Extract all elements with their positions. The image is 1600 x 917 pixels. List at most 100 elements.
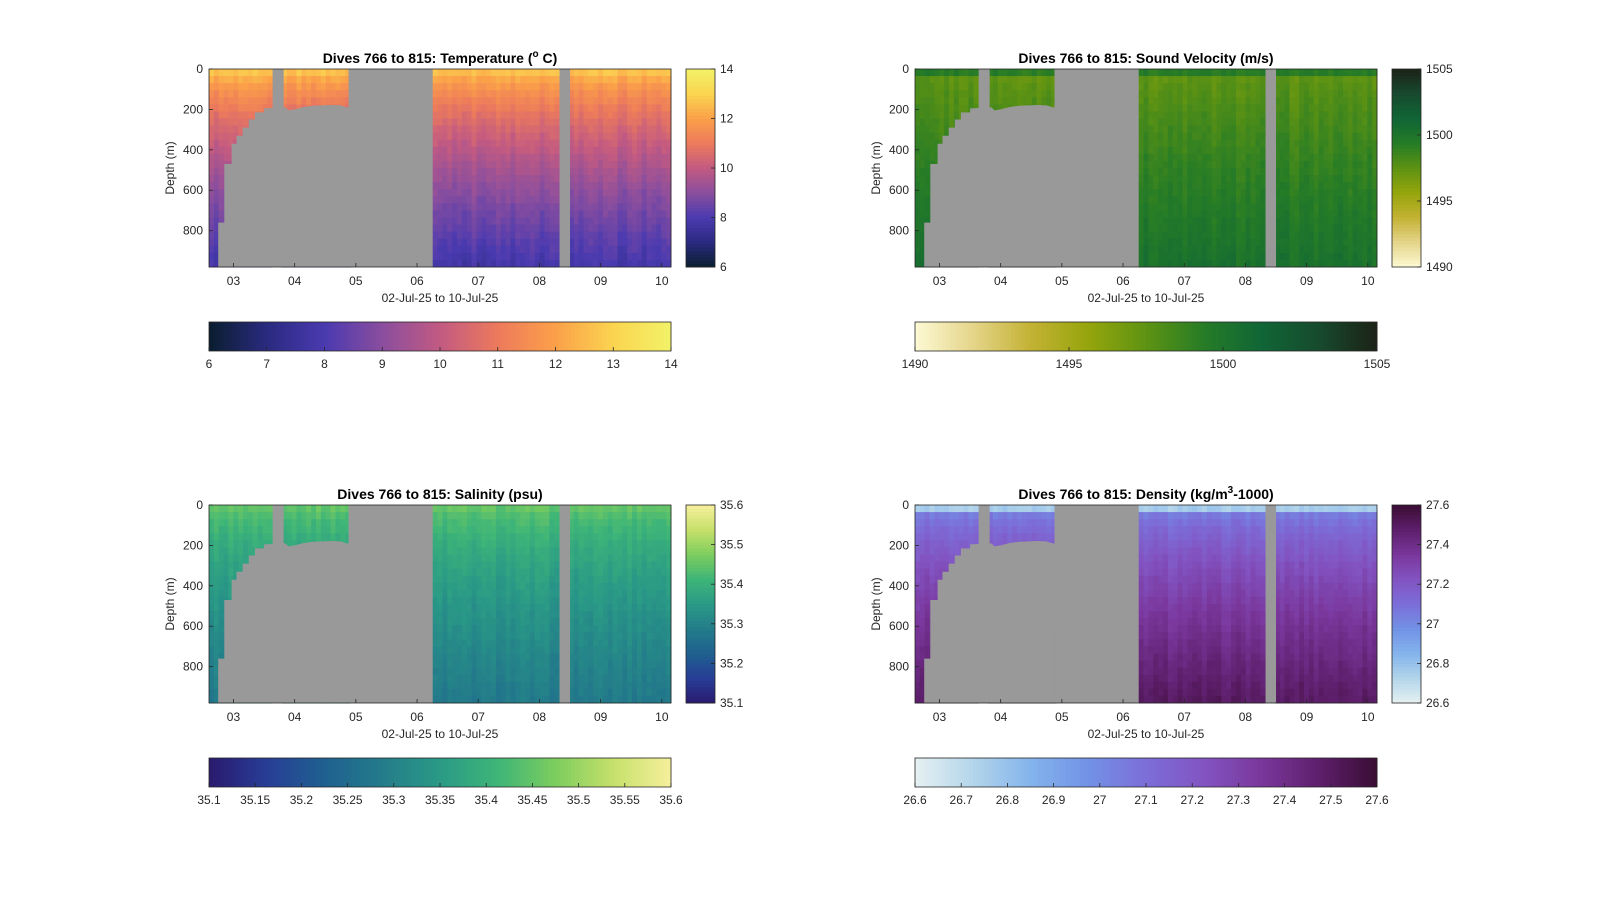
heatmap-cell — [1362, 231, 1368, 240]
heatmap-cell — [651, 168, 657, 176]
heatmap-cell — [651, 111, 657, 119]
heatmap-cell — [461, 224, 468, 233]
heatmap-cell — [1308, 97, 1315, 105]
heatmap-cell — [209, 681, 215, 690]
heatmap-cell — [1041, 90, 1047, 98]
heatmap-cell — [1347, 224, 1354, 233]
colorbar-vertical-segment — [1392, 171, 1421, 176]
y-tick-label: 800 — [183, 224, 203, 238]
heatmap-cell — [1240, 125, 1247, 134]
heatmap-cell — [1187, 104, 1193, 112]
heatmap-cell — [218, 519, 224, 527]
heatmap-cell — [1007, 69, 1013, 77]
heatmap-cell — [583, 153, 589, 162]
heatmap-cell — [500, 210, 507, 218]
heatmap-cell — [1274, 125, 1281, 134]
heatmap-cell — [520, 245, 526, 254]
heatmap-cell — [622, 90, 628, 98]
heatmap-cell — [1221, 76, 1227, 84]
heatmap-cell — [486, 175, 492, 183]
heatmap-cell — [486, 83, 492, 91]
heatmap-cell — [1163, 118, 1169, 126]
heatmap-cell — [515, 83, 521, 91]
heatmap-cell — [939, 104, 945, 112]
heatmap-cell — [593, 76, 599, 84]
heatmap-cell — [602, 252, 609, 261]
heatmap-cell — [457, 97, 463, 105]
heatmap-cell — [617, 175, 623, 183]
heatmap-cell — [515, 217, 521, 225]
heatmap-cell — [452, 160, 458, 169]
heatmap-cell — [1163, 196, 1169, 204]
colorbar-horizontal-segment — [1045, 322, 1051, 351]
heatmap-cell — [1260, 125, 1266, 134]
heatmap-cell — [646, 90, 652, 98]
heatmap-cell — [495, 196, 502, 204]
heatmap-cell — [651, 196, 657, 204]
colorbar-horizontal-segment — [1138, 322, 1143, 351]
heatmap-cell — [500, 153, 507, 162]
heatmap-cell — [534, 160, 541, 169]
heatmap-cell — [1216, 90, 1222, 98]
heatmap-cell — [247, 97, 254, 105]
heatmap-cell — [491, 146, 497, 155]
heatmap-cell — [1260, 238, 1266, 247]
heatmap-cell — [447, 104, 453, 112]
heatmap-cell — [515, 97, 521, 105]
heatmap-cell — [1342, 160, 1349, 169]
heatmap-cell — [1284, 90, 1290, 98]
heatmap-cell — [1333, 69, 1339, 77]
heatmap-cell — [1051, 83, 1057, 91]
heatmap-cell — [641, 69, 648, 77]
heatmap-cell — [228, 547, 234, 555]
heatmap-cell — [632, 182, 638, 190]
heatmap-cell — [238, 111, 244, 119]
heatmap-cell — [661, 97, 667, 105]
heatmap-cell — [944, 76, 950, 84]
heatmap-cell — [1304, 189, 1310, 197]
heatmap-cell — [1255, 139, 1261, 148]
heatmap-cell — [1284, 125, 1290, 134]
heatmap-cell — [598, 203, 604, 211]
heatmap-cell — [1289, 252, 1295, 261]
colorbar-horizontal-segment — [1353, 322, 1359, 351]
heatmap-cell — [939, 83, 945, 91]
heatmap-cell — [209, 618, 215, 626]
heatmap-cell — [1342, 125, 1349, 134]
heatmap-cell — [442, 210, 448, 218]
heatmap-cell — [505, 97, 511, 105]
heatmap-cell — [1143, 203, 1149, 211]
heatmap-cell — [461, 118, 468, 126]
heatmap-cell — [335, 76, 341, 84]
heatmap-cell — [437, 153, 443, 162]
heatmap-cell — [627, 153, 633, 162]
heatmap-cell — [646, 97, 652, 105]
heatmap-cell — [247, 547, 254, 555]
heatmap-cell — [432, 139, 438, 148]
heatmap-cell — [627, 146, 633, 155]
heatmap-cell — [934, 83, 940, 91]
heatmap-cell — [1182, 189, 1188, 197]
heatmap-cell — [1313, 97, 1320, 105]
heatmap-cell — [1201, 259, 1208, 268]
heatmap-cell — [1197, 118, 1203, 126]
heatmap-cell — [1197, 196, 1203, 204]
heatmap-cell — [1148, 189, 1154, 197]
heatmap-cell — [602, 132, 609, 141]
colorbar-horizontal-segment — [432, 322, 437, 351]
heatmap-cell — [471, 210, 477, 218]
heatmap-cell — [471, 224, 477, 233]
heatmap-cell — [510, 160, 516, 169]
heatmap-cell — [223, 118, 229, 126]
heatmap-cell — [1197, 252, 1203, 261]
heatmap-cell — [1143, 118, 1149, 126]
heatmap-cell — [661, 83, 667, 91]
heatmap-cell — [1172, 175, 1179, 183]
heatmap-cell — [1255, 97, 1261, 105]
heatmap-cell — [1367, 83, 1373, 91]
colorbar-horizontal-segment — [420, 322, 426, 351]
heatmap-cell — [617, 139, 623, 148]
heatmap-cell — [520, 125, 526, 134]
heatmap-cell — [486, 97, 492, 105]
